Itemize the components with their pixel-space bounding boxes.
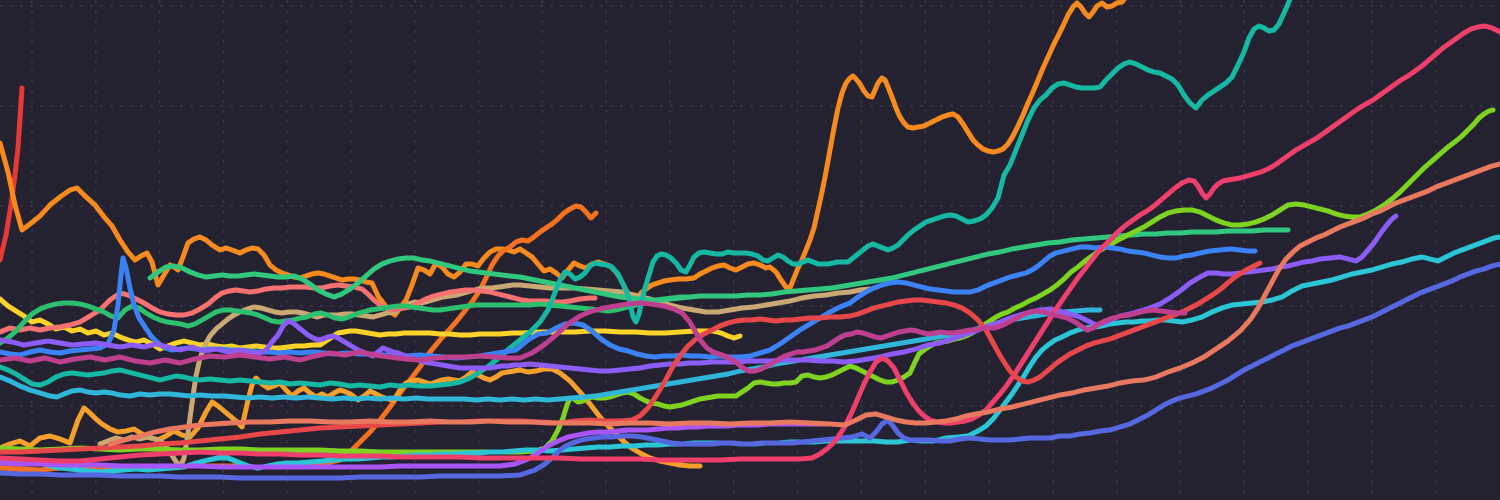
series-rose-pink	[0, 23, 1500, 464]
series-salmon	[107, 161, 1500, 447]
series-layer	[0, 0, 1500, 481]
series-purple	[0, 213, 1399, 374]
series-amber-wiggle	[0, 366, 703, 469]
series-green-lower	[0, 294, 693, 346]
series-red-spike	[0, 85, 25, 263]
series-green-upper	[147, 227, 1291, 303]
series-plum-magenta	[0, 300, 1188, 374]
series-crimson	[0, 260, 1263, 455]
series-cyan	[0, 307, 1103, 403]
series-royal-blue	[0, 261, 1500, 481]
series-teal	[0, 0, 1293, 390]
